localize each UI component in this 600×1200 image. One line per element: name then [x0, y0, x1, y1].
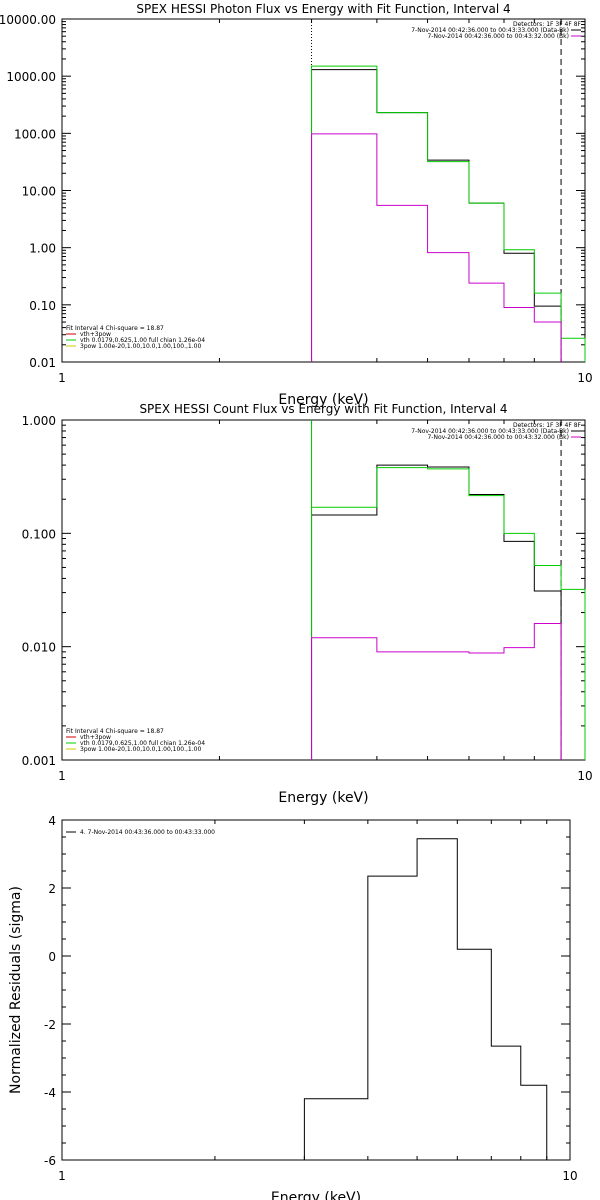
y-tick-label: 10.00 [22, 185, 56, 199]
x-axis-label: Energy (keV) [278, 790, 368, 806]
y-tick-label: 1.00 [29, 242, 56, 256]
y-tick-label: 0.01 [29, 356, 56, 370]
x-tick-label: 10 [577, 371, 592, 385]
y-tick-label: -4 [44, 1086, 56, 1100]
chart-panel-3: 1 10 -6 -4 -2 0 2 4 Energy (keV) Normalized Resid… [8, 814, 578, 1200]
x-tick-label: 10 [562, 1169, 577, 1183]
y-tick-label: 100.00 [14, 127, 56, 141]
chart-panel-2: 1 10 0.001 0.010 0.100 1.000 SPEX HESSI Count … [22, 402, 593, 806]
legend-text: 4. 7-Nov-2014 00:43:36.000 to 00:43:33.0… [80, 829, 215, 836]
legend-text: Fit Interval 4 Chi-square = 18.87 [66, 325, 164, 332]
legend-text: vth+3pow [80, 331, 111, 338]
x-tick-label: 1 [58, 371, 66, 385]
y-tick-label: 0.010 [22, 641, 56, 655]
y-tick-label: 0.10 [29, 299, 56, 313]
y-tick-label: -6 [44, 1154, 56, 1168]
legend-text: vth+3pow [80, 734, 111, 741]
info-text: Detectors: 1F 3F 4F 8F [513, 422, 582, 429]
series-line-1 [303, 838, 548, 1160]
series-line-3 [311, 133, 562, 362]
y-tick-label: 0 [48, 950, 56, 964]
plot-frame [61, 18, 586, 363]
chart-title: SPEX HESSI Count Flux vs Energy with Fit… [139, 402, 507, 416]
y-tick-label: 1.000 [22, 414, 56, 428]
y-tick-label: 0.001 [22, 754, 56, 768]
x-tick-label: 1 [58, 1169, 66, 1183]
x-tick-label: 1 [58, 769, 66, 783]
legend-text: 3pow 1.00e-20,1.00,10.0,1.00,100.,1.00 [80, 746, 201, 753]
series-line-2 [311, 467, 586, 760]
x-axis-label: Energy (keV) [278, 392, 368, 408]
plot-frame [61, 819, 571, 1161]
y-tick-label: 4 [48, 814, 56, 828]
legend-text: Fit Interval 4 Chi-square = 18.87 [66, 728, 164, 735]
plot-frame [61, 419, 586, 761]
y-tick-label: 0.100 [22, 527, 56, 541]
info-text: Detectors: 1F 3F 4F 8F [513, 21, 582, 28]
series-line-1 [311, 464, 562, 760]
series-line-2 [311, 65, 586, 362]
y-axis-label: Normalized Residuals (sigma) [8, 886, 24, 1094]
y-tick-label: 2 [48, 882, 56, 896]
info-text: 7-Nov-2014 00:42:36.000 to 00:43:32.000 … [427, 434, 569, 441]
chart-panel-1: 1 10 0.01 0.10 1.00 10.00 100.00 1000.00 10000.0… [0, 2, 593, 408]
legend-text: 3pow 1.00e-20,1.00,10.0,1.00,100.,1.00 [80, 343, 201, 350]
chart-title: SPEX HESSI Photon Flux vs Energy with Fi… [136, 2, 510, 16]
series-line-3 [311, 623, 562, 760]
legend-text: vth 0.0179,0.625,1.00 full chian 1.26e-0… [80, 337, 205, 344]
legend-text: vth 0.0179,0.625,1.00 full chian 1.26e-0… [80, 740, 205, 747]
series-line-1 [311, 69, 562, 362]
y-tick-label: 10000.00 [0, 13, 56, 27]
info-text: 7-Nov-2014 00:42:36.000 to 00:43:33.000 … [411, 27, 569, 34]
y-tick-label: -2 [44, 1018, 56, 1032]
y-tick-label: 1000.00 [6, 70, 56, 84]
x-tick-label: 10 [577, 769, 592, 783]
x-axis-label: Energy (keV) [271, 1190, 361, 1200]
info-text: 7-Nov-2014 00:42:36.000 to 00:43:33.000 … [411, 428, 569, 435]
info-text: 7-Nov-2014 00:42:36.000 to 00:43:32.000 … [427, 33, 569, 40]
